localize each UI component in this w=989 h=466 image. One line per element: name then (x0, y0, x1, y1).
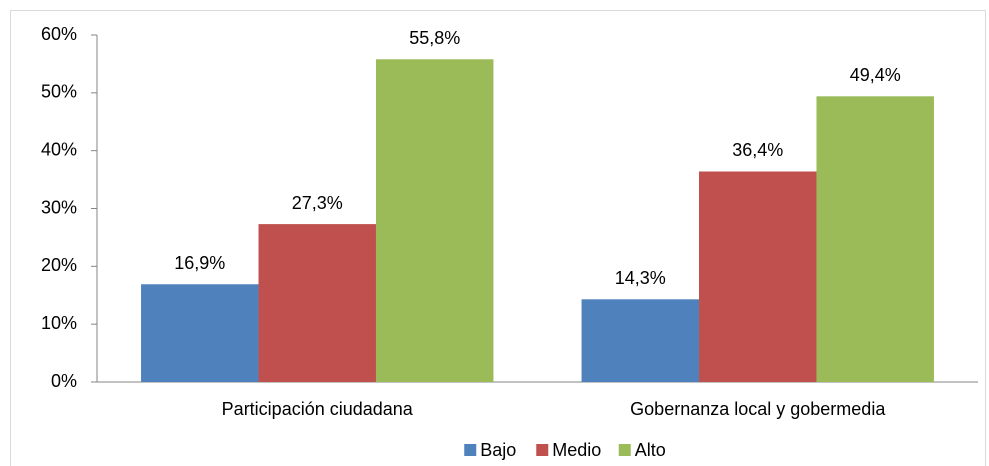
legend-label: Medio (552, 440, 601, 460)
bar (581, 299, 700, 382)
y-tick-label: 60% (41, 24, 77, 44)
x-tick-label: Gobernanza local y gobermedia (630, 399, 886, 419)
chart-frame (10, 10, 986, 466)
bar (375, 59, 494, 382)
bar (699, 171, 817, 382)
data-label: 27,3% (292, 193, 343, 213)
data-label: 49,4% (850, 65, 901, 85)
legend-swatch (536, 444, 549, 456)
legend-swatch (618, 444, 631, 456)
bar (816, 96, 934, 382)
y-tick-label: 10% (41, 313, 77, 333)
y-tick-label: 40% (41, 139, 77, 159)
legend-label: Bajo (480, 440, 516, 460)
bar (141, 284, 259, 382)
y-tick-label: 50% (41, 82, 77, 102)
y-tick-label: 30% (41, 197, 77, 217)
y-tick-label: 20% (41, 255, 77, 275)
x-tick-label: Participación ciudadana (222, 399, 414, 419)
legend-swatch (464, 444, 477, 456)
data-label: 14,3% (615, 268, 666, 288)
data-label: 16,9% (174, 253, 225, 273)
bar (258, 224, 376, 382)
data-label: 36,4% (732, 140, 783, 160)
data-label: 55,8% (409, 28, 460, 48)
y-tick-label: 0% (51, 371, 77, 391)
legend-label: Alto (635, 440, 666, 460)
